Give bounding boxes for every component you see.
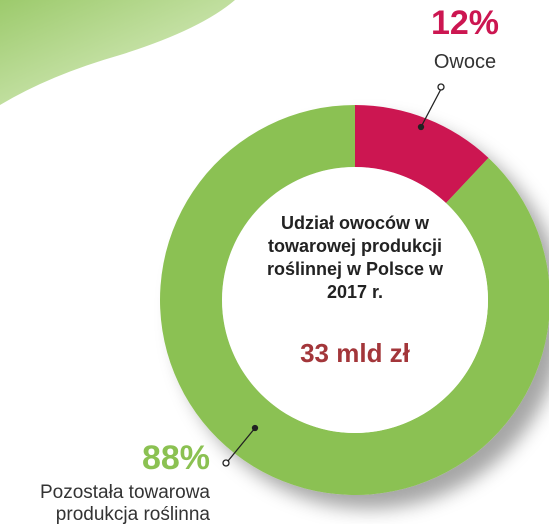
value-label: 12%: [430, 4, 500, 42]
chart-subtitle: 33 mld zł: [300, 338, 410, 368]
donut: [160, 105, 549, 495]
slice: [355, 105, 489, 204]
category-label: Owoce: [433, 51, 497, 73]
slice: [160, 105, 549, 495]
chart-title: Udział owoców w towarowej produkcji rośl…: [266, 213, 444, 302]
leaders: [222, 83, 445, 467]
value-label: 88%: [141, 439, 210, 477]
donut-hole: [222, 167, 488, 433]
category-label: Pozostała towarowa produkcja roślinna: [39, 482, 210, 524]
decoration: [0, 0, 235, 105]
